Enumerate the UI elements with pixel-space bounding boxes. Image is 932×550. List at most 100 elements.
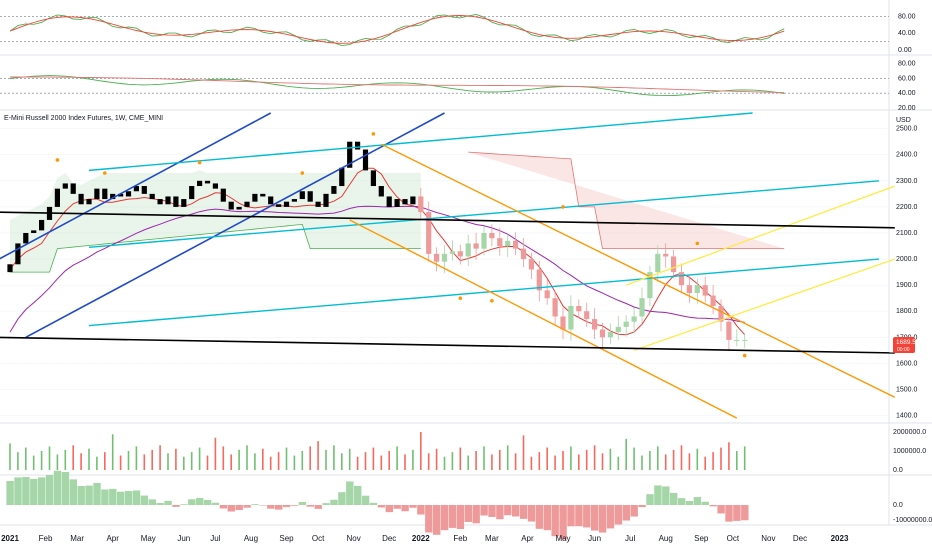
candle-body: [315, 201, 321, 207]
price-tick-label: 2200.0: [896, 204, 918, 211]
macd-histogram-bar: [662, 486, 670, 505]
volume-bar: [333, 445, 335, 470]
time-tick-label: Oct: [312, 534, 325, 543]
macd-histogram-bar: [440, 505, 449, 531]
candle-body: [402, 199, 408, 205]
macd-histogram-bar: [69, 479, 77, 505]
volume-bar: [56, 454, 59, 470]
macd-histogram-bar: [401, 505, 409, 512]
volume-bar: [585, 449, 588, 470]
macd-histogram-bar: [196, 497, 204, 505]
macd-histogram-bar: [393, 505, 401, 509]
candle-body: [481, 232, 487, 249]
volume-bar: [420, 432, 422, 470]
candle-body: [62, 183, 68, 189]
macd-histogram-bar: [275, 505, 283, 510]
candle-body: [39, 219, 45, 231]
candle-body: [212, 183, 218, 189]
candle-body: [110, 193, 116, 200]
rsi-tick-label: 80.00: [898, 61, 916, 68]
volume-bar: [664, 454, 667, 470]
candle-body: [220, 188, 226, 202]
pane-separators: [0, 0, 932, 526]
candle-body: [465, 243, 471, 257]
volume-bar: [9, 443, 11, 470]
candle-body: [568, 306, 574, 330]
macd-histogram-bar: [512, 505, 520, 517]
macd-histogram-bar: [591, 505, 599, 531]
macd-histogram-bar: [677, 498, 686, 505]
price-tick-label: 1400.0: [896, 413, 918, 420]
volume-bar: [522, 435, 525, 470]
macd-histogram-bar: [290, 505, 299, 506]
volume-bar: [443, 456, 446, 470]
macd-histogram-bar: [638, 505, 646, 508]
volume-tick-label: 1000000.0: [893, 448, 926, 455]
volume-bar: [499, 449, 501, 470]
volume-bar: [167, 453, 169, 470]
candle-body: [189, 186, 195, 200]
time-tick-label: Feb: [39, 534, 53, 543]
macd-histogram-bar: [614, 505, 623, 525]
candle-body: [560, 316, 566, 330]
candle-body: [260, 193, 266, 197]
macd-histogram-bar: [433, 505, 441, 535]
time-tick-label: Feb: [453, 534, 467, 543]
time-tick-label: Sep: [279, 534, 294, 543]
signal-marker: [371, 132, 376, 136]
macd-histogram-bar: [188, 499, 196, 505]
stoch-k-line: [9, 14, 785, 47]
candle-body: [726, 321, 732, 340]
candle-body: [197, 180, 203, 187]
macd-histogram-bar: [180, 504, 188, 505]
candle-body: [378, 186, 384, 197]
macd-histogram-bar: [354, 485, 362, 505]
volume-bar: [672, 449, 675, 470]
macd-histogram-bar: [709, 505, 717, 507]
volume-bar: [325, 449, 327, 470]
volume-bar: [269, 456, 272, 470]
candle-body: [149, 193, 155, 200]
candle-body: [686, 285, 692, 293]
macd-histogram-bar: [251, 504, 259, 505]
signal-marker: [300, 171, 305, 175]
candle-body: [7, 264, 13, 273]
macd-histogram-bar: [377, 505, 386, 508]
time-tick-label: Sep: [694, 534, 709, 543]
volume-bar: [40, 451, 43, 470]
volume-bar: [388, 451, 390, 470]
macd-histogram-bar: [630, 505, 638, 517]
macd-histogram-bar: [693, 497, 702, 505]
volume-bar: [530, 456, 533, 470]
candle-body: [23, 232, 29, 244]
orange-channel-upper: [380, 143, 896, 398]
volume-bar: [617, 456, 620, 470]
volume-bar: [451, 452, 454, 470]
signal-marker: [458, 296, 463, 300]
macd-tick-label: -10000000.0: [893, 517, 932, 524]
price-tick-label: 2000.0: [896, 256, 918, 263]
time-tick-label: Jun: [177, 534, 190, 543]
price-pane: E-Mini Russell 2000 Index Futures, 1W, C…: [0, 112, 911, 419]
volume-bar: [412, 449, 414, 470]
volume-bar: [341, 453, 343, 470]
candle-body: [647, 272, 653, 299]
macd-histogram-bar: [38, 477, 46, 505]
macd-histogram-bar: [219, 505, 228, 509]
value-axes: 2500.0 2400.0 2300.0 2200.0 2100.0 2000.0 1900…: [893, 13, 932, 524]
signal-marker: [742, 353, 747, 358]
volume-bar: [230, 454, 232, 470]
macd-histogram-bar: [417, 505, 425, 515]
candle-body: [505, 240, 511, 247]
price-tick-label: 2400.0: [896, 152, 918, 159]
candle-body: [394, 199, 400, 207]
macd-histogram-bar: [45, 475, 54, 505]
volume-bar: [491, 454, 493, 470]
price-tick-label: 2100.0: [896, 230, 918, 237]
time-tick-label: Oct: [727, 534, 740, 543]
candle-body: [181, 199, 187, 207]
candle-body: [299, 191, 305, 200]
volume-bar: [293, 455, 296, 470]
volume-bar: [364, 452, 367, 470]
macd-histogram-bar: [306, 505, 314, 507]
